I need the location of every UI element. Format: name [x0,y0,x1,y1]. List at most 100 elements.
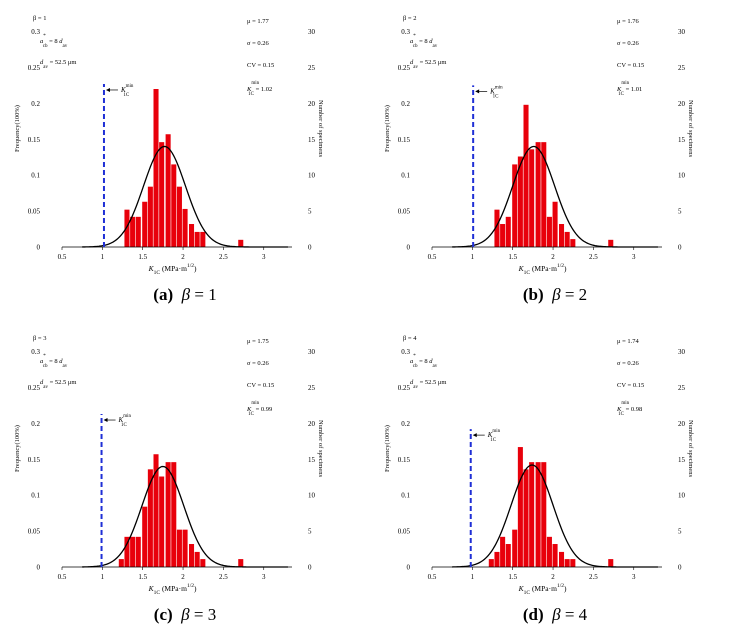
caption-label-b: (b) [522,285,544,304]
y2-tick-label: 15 [308,136,316,144]
y2-tick-label: 25 [678,384,686,392]
histogram-bar [159,476,165,567]
legend-dav-d: d [410,379,414,386]
kmin-sup: min [123,414,131,419]
histogram-bar [130,536,136,567]
caption-value-a: 1 [208,285,217,304]
caption-greek-a: β [181,285,191,304]
y2-tick-label: 15 [308,456,316,464]
legend-dav-val: = 52.5 μm [48,379,76,386]
x-tick-label: 2.5 [219,253,228,261]
legend-ratio-sup: * [43,34,46,39]
y-tick-label: 0.25 [28,384,41,392]
x-tick-label: 3 [262,573,266,581]
x-tick-label: 1 [471,573,475,581]
histogram-bar [124,536,130,567]
legend-dav: dav = 52.5 μm [410,59,446,70]
legend-ratio: a* cb = 8 dav [40,354,68,369]
y-tick-label: 0.3 [31,348,40,356]
y2-tick-label: 0 [308,244,312,252]
legend-mu: μ = 1.76 [617,18,640,25]
legend-ratio-sup: * [413,34,416,39]
chart-svg-a: 0.5 1 1.5 2 2.5 300.050.10.150.20.250.3051015… [14,15,324,276]
y-tick-label: 0.25 [28,64,41,72]
histogram-bar [541,142,547,247]
kmin-sup: min [495,85,503,90]
kmin-k: K [487,431,493,439]
histogram-bar [564,231,570,247]
y-tick-label: 0.2 [401,420,410,428]
y2-tick-label: 30 [678,348,686,356]
legend-ratio-sub: cb [43,44,48,49]
x-label-sup: 1/2 [187,263,194,269]
histogram-bar [529,462,535,567]
legend-beta: β = 4 [403,335,417,342]
legend-dav-val: = 52.5 μm [48,59,76,66]
legend-kmin: Kmin 1C = 0.98 [616,401,642,417]
x-tick-label: 2.5 [589,253,598,261]
histogram-bar [130,216,136,247]
legend-dav-val: = 52.5 μm [418,59,446,66]
legend-cv: CV = 0.15 [247,62,274,69]
bars-group [118,454,244,567]
x-label-unit: (MPa·m [530,584,557,593]
caption-greek-d: β [552,605,561,624]
x-tick-label: 2 [181,253,185,261]
histogram-bar [142,506,148,567]
histogram-bar [171,164,177,247]
legend-kmin-val: = 0.98 [624,406,642,413]
kmin-annotation: Kmin 1C [489,85,503,99]
legend-ratio-d-sub: av [433,44,438,49]
histogram-bar [494,209,500,247]
y2-tick-label: 25 [308,384,316,392]
y2-axis-label: Number of specimens [687,420,694,478]
chart-panel-a: 0.5 1 1.5 2 2.5 3 0 0.05 0.1 0.15 0.2 0.25 0.3 0 5 10 15… [0,0,370,320]
legend-sigma: σ = 0.26 [247,360,270,367]
legend-ratio-d: d [59,358,63,365]
legend-dav-sub: av [43,65,48,70]
histogram-bar [118,559,124,567]
legend-sigma: σ = 0.26 [247,40,270,47]
y2-tick-label: 20 [308,100,316,108]
histogram-bar [238,239,244,247]
chart-panel-b: 0.5 1 1.5 2 2.5 3 0 0.05 0.1 0.15 0.2 0.25 0.3 0 5 10 15… [370,0,740,320]
x-label-k: K [148,264,155,273]
x-label-close: ) [564,584,567,593]
caption-b: (b) β = 2 [522,285,588,304]
histogram-bar [238,559,244,567]
legend-ratio-d: d [59,38,63,45]
legend-ratio-sub: cb [413,364,418,369]
y-tick-label: 0 [37,244,41,252]
y-tick-label: 0.2 [31,420,40,428]
y-tick-label: 0.15 [28,456,41,464]
chart-svg-d: 0.5 1 1.5 2 2.5 300.050.10.150.20.250.3051015… [384,335,694,596]
histogram-bar [529,149,535,247]
histogram-bar [517,156,523,247]
y-tick-label: 0 [37,564,41,572]
x-label-sub: 1C [524,590,531,596]
kmin-sup: min [126,84,134,89]
y2-tick-label: 5 [678,528,682,536]
y2-axis-label: Number of specimens [687,100,694,158]
x-tick-label: 2.5 [219,573,228,581]
histogram-bar [176,186,182,247]
y-tick-label: 0.15 [398,456,411,464]
legend-kmin-k: K [246,86,252,93]
histogram-bar [512,164,518,247]
histogram-bar [552,201,558,247]
legend-cv: CV = 0.15 [617,62,644,69]
chart-svg-c: 0.5 1 1.5 2 2.5 300.050.10.150.20.250.3051015… [14,335,324,596]
legend-ratio-eq: = 8 [417,38,429,45]
legend-dav: dav = 52.5 μm [40,379,76,390]
legend-dav-d: d [410,59,414,66]
x-tick-label: 1.5 [508,573,517,581]
y2-tick-label: 30 [678,28,686,36]
caption-label-d: (d) [522,605,544,624]
x-label-sub: 1C [154,590,161,596]
x-tick-label: 3 [632,253,636,261]
histogram-bar [200,559,206,567]
histogram-bar [147,186,153,247]
legend-kmin: Kmin 1C = 0.99 [246,401,272,417]
histogram-bar [608,239,614,247]
caption-c: (c) β = 3 [153,605,217,624]
